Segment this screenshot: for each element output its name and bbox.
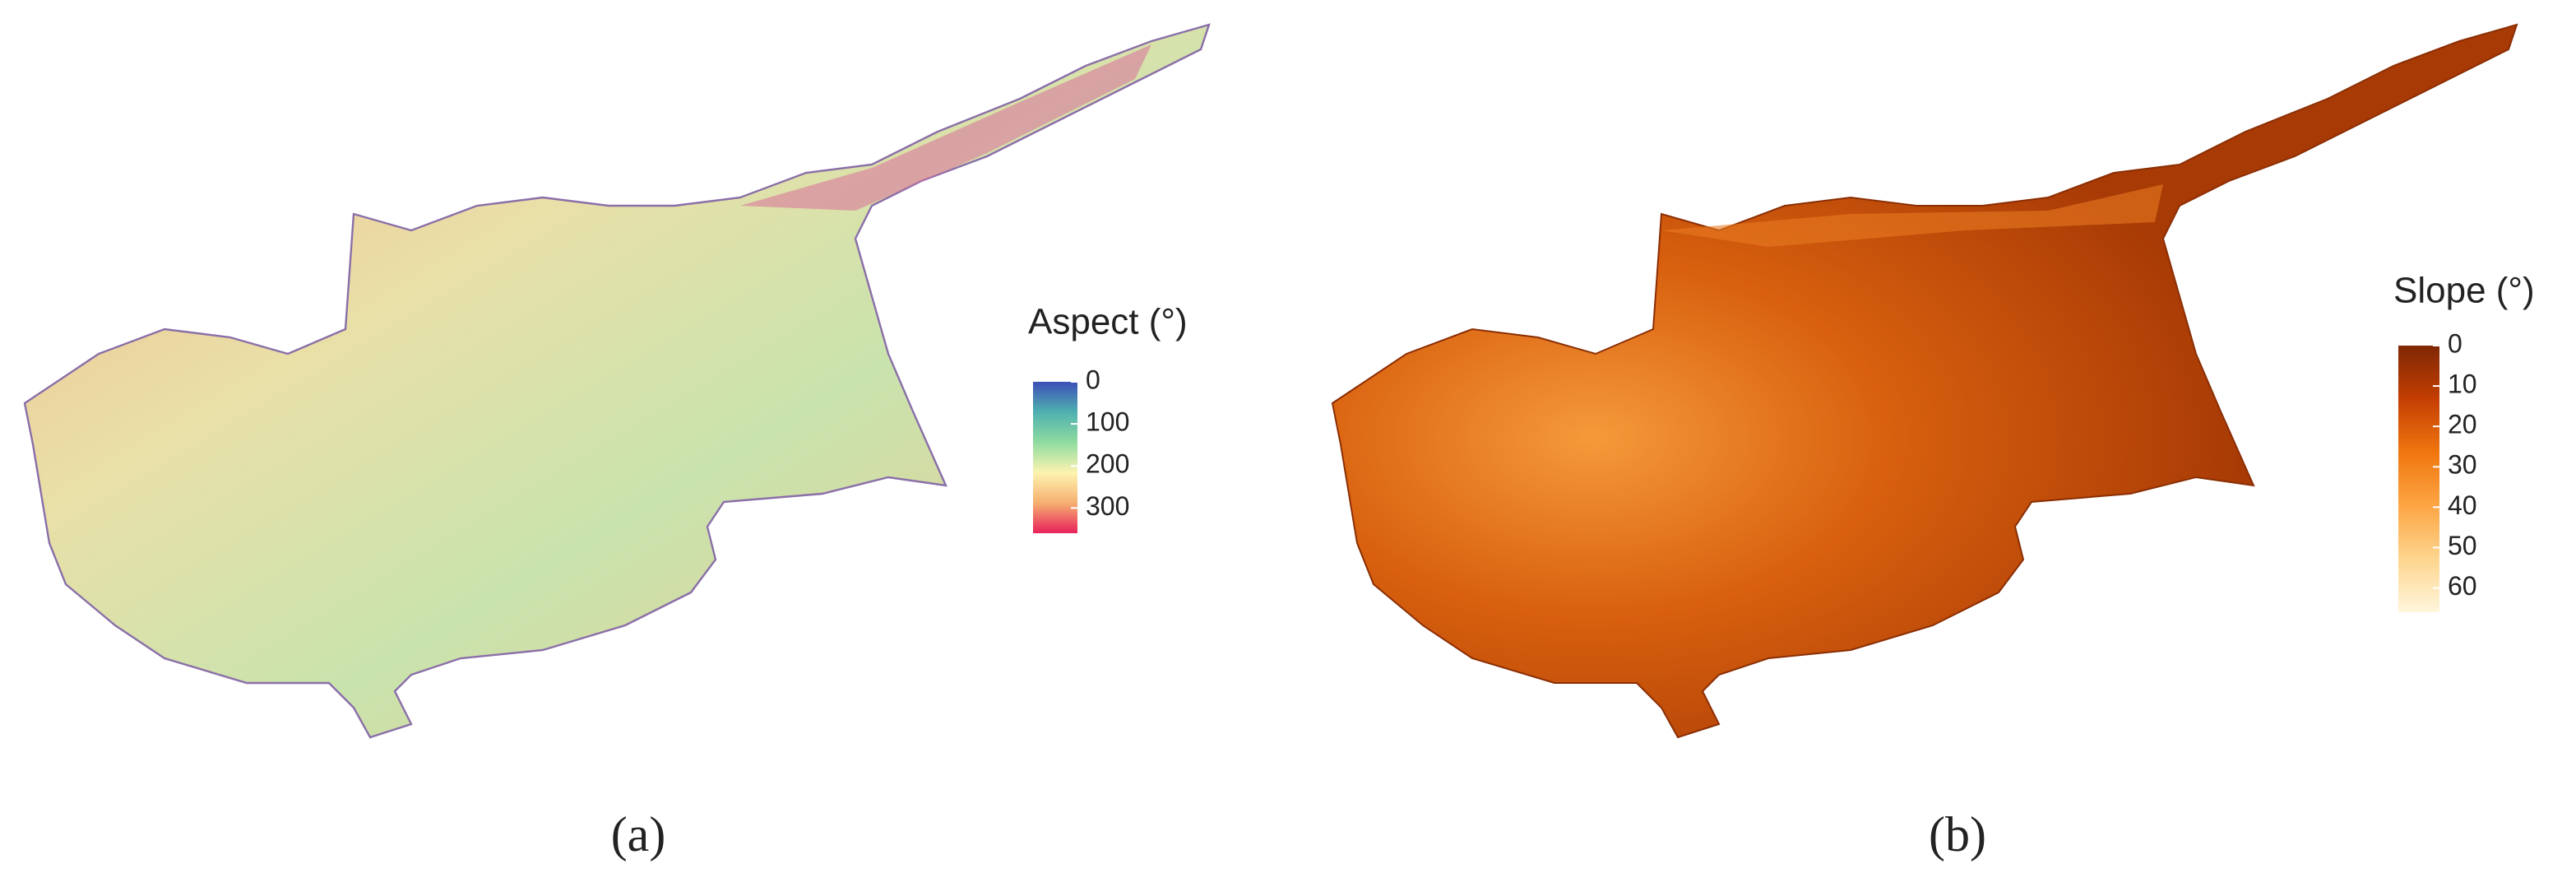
- colorbar-tick-label: 100: [1086, 407, 1129, 437]
- colorbar-tick-label: 200: [1086, 449, 1129, 479]
- colorbar-tick-label: 30: [2448, 450, 2477, 480]
- colorbar-tick-label: 10: [2448, 369, 2477, 399]
- colorbar-tick-label: 0: [1086, 365, 1100, 394]
- colorbar-tick-label: 60: [2448, 571, 2477, 601]
- legends: (a) Aspect (°) 0 100 200 300 (b) Slope (°) 0 10 20…: [611, 271, 2535, 862]
- legend-title: Aspect (°): [1028, 302, 1188, 342]
- panel-caption: (a): [611, 807, 666, 862]
- aspect-map: [23, 23, 1211, 739]
- legend-title: Slope (°): [2393, 271, 2535, 311]
- colorbar-tick-label: 20: [2448, 410, 2477, 439]
- colorbar: [2398, 346, 2439, 612]
- colorbar-tick-label: 50: [2448, 531, 2477, 560]
- panel-caption: (b): [1929, 807, 1986, 862]
- colorbar-tick-label: 40: [2448, 490, 2477, 520]
- colorbar-tick-label: 0: [2448, 328, 2462, 358]
- slope-map: [1332, 24, 2518, 738]
- colorbar-tick-label: 300: [1086, 491, 1129, 521]
- colorbar: [1033, 382, 1077, 533]
